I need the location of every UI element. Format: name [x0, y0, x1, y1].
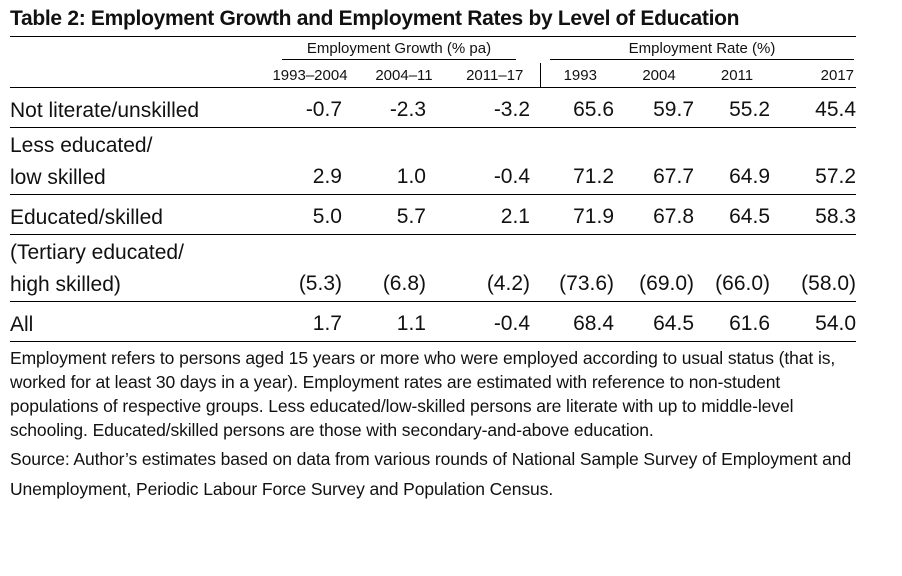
table-source: Source: Author’s estimates based on data…	[10, 449, 852, 499]
table-cell: 71.9	[540, 194, 620, 235]
table-exhibit-main: Table 2: Employment Growth and Employmen…	[10, 6, 857, 504]
table-cell: 2.9	[262, 127, 358, 195]
table-cell: 5.7	[358, 194, 450, 235]
column-header-blank	[10, 63, 262, 88]
table-row: All 1.7 1.1 -0.4 68.4 64.5 61.6 54.0	[10, 301, 857, 342]
table-cell: 45.4	[776, 87, 857, 128]
table-row: (Tertiary educated/high skilled) (5.3) (6.…	[10, 234, 857, 302]
table-cell: 57.2	[776, 127, 857, 195]
table-cell: 54.0	[776, 301, 857, 342]
row-label: Educated/skilled	[10, 194, 262, 235]
table-cell: 58.3	[776, 194, 857, 235]
row-label-line: (Tertiary educated/	[10, 241, 184, 264]
table-cell: (73.6)	[540, 234, 620, 302]
table-cell: (69.0)	[620, 234, 698, 302]
table-cell: 1.0	[358, 127, 450, 195]
table-cell: 64.5	[698, 194, 776, 235]
row-label: Less educated/low skilled	[10, 127, 262, 195]
column-header: 1993	[539, 63, 620, 88]
table-cell: 67.7	[620, 127, 698, 195]
table-cell: (66.0)	[698, 234, 776, 302]
table-cell: 65.6	[540, 87, 620, 128]
header-spacer	[10, 37, 262, 63]
group-header-row: Employment Growth (% pa) Employment Rate…	[10, 37, 856, 63]
table-cell: 2.1	[450, 194, 540, 235]
table-cell: 1.7	[262, 301, 358, 342]
table-cell: (5.3)	[262, 234, 358, 302]
table-cell: -2.3	[358, 87, 450, 128]
table-title: Table 2: Employment Growth and Employmen…	[10, 6, 856, 37]
table-cell: (4.2)	[450, 234, 540, 302]
column-header: 2004–11	[358, 63, 450, 88]
table-cell: 71.2	[540, 127, 620, 195]
table-cell: 68.4	[540, 301, 620, 342]
table-cell: 55.2	[698, 87, 776, 128]
row-label: (Tertiary educated/high skilled)	[10, 234, 262, 302]
table-cell: 61.6	[698, 301, 776, 342]
table-cell: (6.8)	[358, 234, 450, 302]
row-label-line: Educated/skilled	[10, 206, 163, 229]
table-row: Educated/skilled 5.0 5.7 2.1 71.9 67.8 64.5 58.…	[10, 194, 857, 235]
column-header: 1993–2004	[262, 63, 358, 88]
column-header: 2004	[620, 63, 698, 88]
employment-table: Employment Growth (% pa) Employment Rate…	[10, 37, 857, 342]
column-header: 2017	[776, 63, 857, 88]
table-cell: 59.7	[620, 87, 698, 128]
table-cell: -0.4	[450, 301, 540, 342]
row-label-line: high skilled)	[10, 273, 121, 296]
table-cell: 67.8	[620, 194, 698, 235]
table-cell: -3.2	[450, 87, 540, 128]
table-cell: -0.7	[262, 87, 358, 128]
table-cell: 64.5	[620, 301, 698, 342]
row-label-line: Less educated/	[10, 134, 153, 157]
table-notes: Employment refers to persons aged 15 yea…	[10, 348, 836, 440]
group-header-growth: Employment Growth (% pa)	[262, 37, 540, 63]
column-header: 2011–17	[450, 63, 540, 88]
row-label-line: All	[10, 313, 34, 336]
row-label: All	[10, 301, 262, 342]
table-cell: (58.0)	[776, 234, 857, 302]
group-header-rate-label: Employment Rate (%)	[550, 40, 855, 60]
table-body: Not literate/unskilled -0.7 -2.3 -3.2 65.6 59…	[10, 87, 857, 342]
column-header-row: 1993–2004 2004–11 2011–17 1993 2004 2011…	[10, 63, 857, 88]
group-header-rate: Employment Rate (%)	[540, 37, 856, 63]
row-label-line: Not literate/unskilled	[10, 99, 200, 122]
table-cell: 64.9	[698, 127, 776, 195]
table-row: Not literate/unskilled -0.7 -2.3 -3.2 65.6 59…	[10, 87, 857, 128]
table-cell: 5.0	[262, 194, 358, 235]
table-cell: -0.4	[450, 127, 540, 195]
table-row: Less educated/low skilled 2.9 1.0 -0.4 71.2 6…	[10, 127, 857, 195]
table-cell: 1.1	[358, 301, 450, 342]
row-label: Not literate/unskilled	[10, 87, 262, 128]
column-header: 2011	[698, 63, 776, 88]
group-header-growth-label: Employment Growth (% pa)	[282, 40, 516, 60]
row-label-line: low skilled	[10, 166, 106, 189]
